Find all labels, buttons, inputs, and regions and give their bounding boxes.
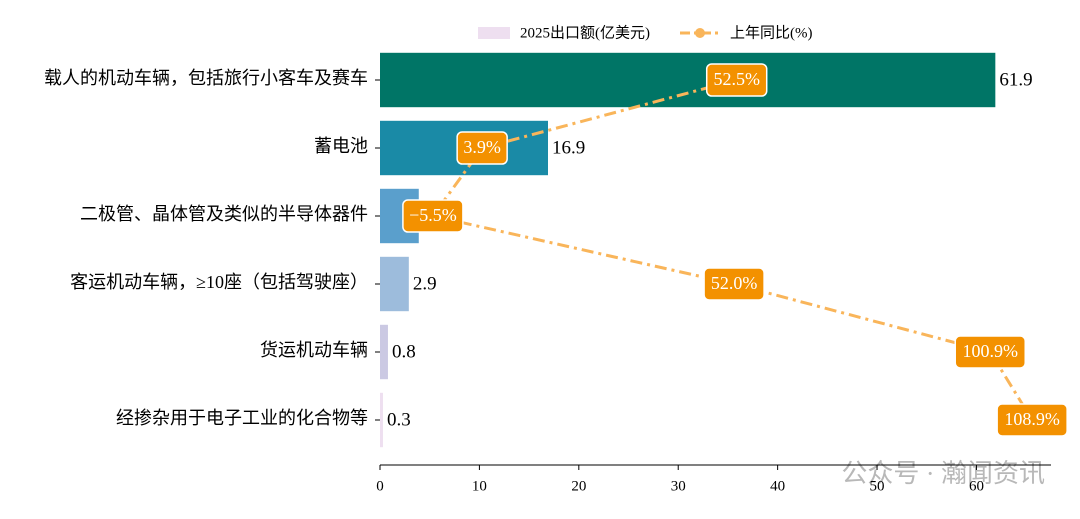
y-tick-label: 经掺杂用于电子工业的化合物等 (116, 408, 368, 428)
x-tick-label: 30 (671, 478, 686, 494)
x-tick-label: 0 (376, 478, 384, 494)
point-label: 52.5% (713, 69, 760, 89)
legend-label: 2025出口额(亿美元) (520, 24, 650, 41)
x-tick-label: 10 (472, 478, 487, 494)
point-label-box (705, 63, 768, 97)
x-tick-label: 50 (870, 478, 885, 494)
y-tick-label: 载人的机动车辆，包括旅行小客车及赛车 (44, 68, 368, 88)
legend-swatch (478, 27, 510, 39)
x-tick-label: 40 (770, 478, 785, 494)
point-label: 3.9% (463, 137, 501, 157)
y-tick-label: 货运机动车辆 (260, 340, 368, 360)
bar-value-label: 0.8 (392, 341, 416, 362)
point-label-box (456, 131, 508, 165)
point-label: 52.0% (711, 273, 758, 293)
watermark: 公众号 · 瀚闻资讯 (841, 459, 1045, 488)
y-tick-label: 客运机动车辆，≥10座（包括驾驶座） (70, 272, 368, 292)
point-label: −5.5% (409, 205, 457, 225)
point-label: 100.9% (962, 341, 1018, 361)
bar-value-label: 16.9 (552, 137, 585, 158)
bar-value-label: 61.9 (999, 69, 1032, 90)
x-tick-label: 20 (571, 478, 586, 494)
point-label-box (402, 199, 464, 233)
bar (380, 256, 409, 312)
legend-marker (695, 28, 705, 38)
legend-label: 上年同比(%) (730, 24, 813, 41)
y-tick-label: 蓄电池 (314, 136, 368, 156)
point-label-box (954, 335, 1026, 369)
bar-value-label: 2.9 (413, 273, 437, 294)
point-label: 108.9% (1004, 409, 1060, 429)
point-label-box (996, 403, 1068, 437)
y-tick-label: 二极管、晶体管及类似的半导体器件 (80, 204, 368, 224)
bar (380, 324, 388, 380)
bar (380, 392, 383, 448)
x-tick-label: 60 (969, 478, 984, 494)
point-label-box (703, 267, 765, 301)
bar (380, 52, 996, 108)
bar-value-label: 0.3 (387, 409, 411, 430)
